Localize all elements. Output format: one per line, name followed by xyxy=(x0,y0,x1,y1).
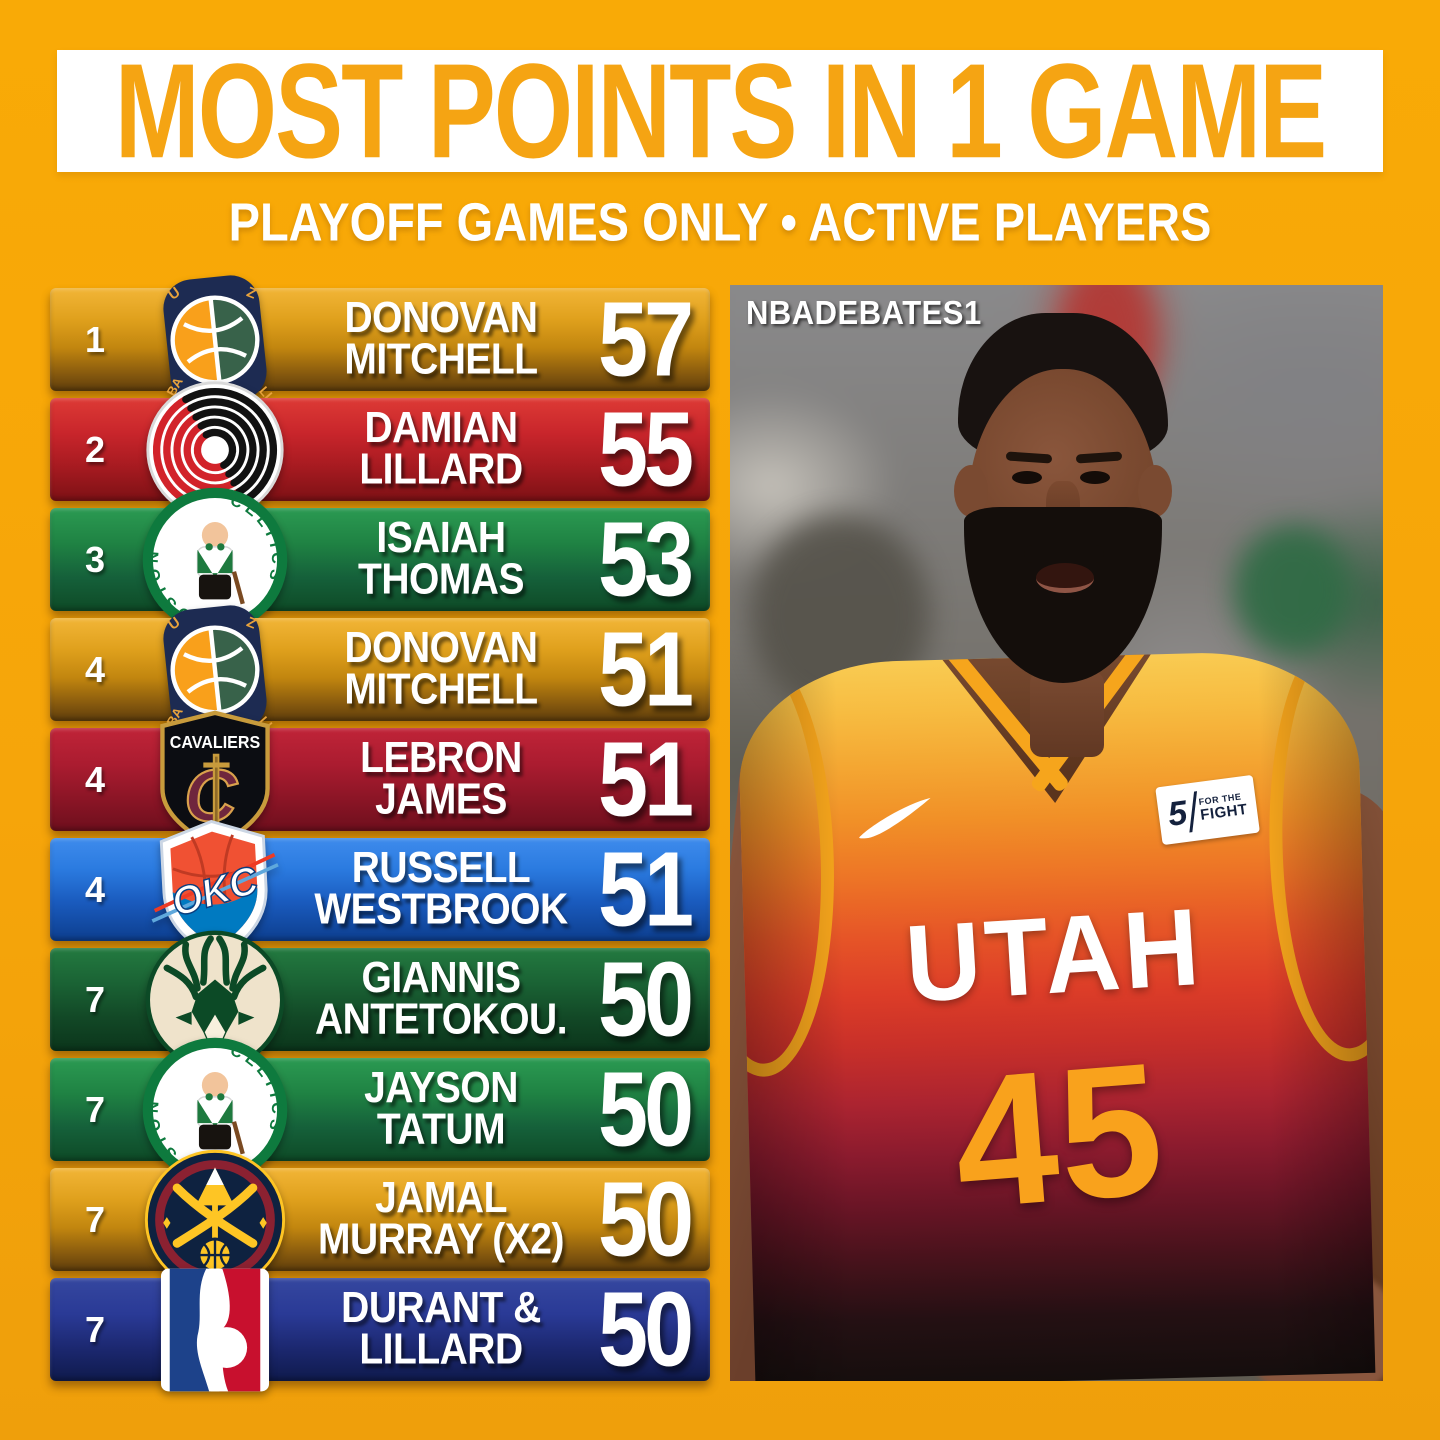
player-name: JAMAL MURRAY (X2) xyxy=(318,1173,564,1264)
table-row: 4 U Z BA LL DONOVAN MITC xyxy=(50,604,710,735)
player-name: DONOVAN MITCHELL xyxy=(344,623,538,714)
points-value: 57 xyxy=(597,280,694,399)
table-row: 2 xyxy=(50,380,710,519)
table-row: 1 U Z BA LL DONOVAN MITC xyxy=(50,274,710,405)
bucks-logo xyxy=(126,930,304,1069)
points-value: 50 xyxy=(597,1050,694,1169)
player-name: DURANT & LILLARD xyxy=(341,1283,541,1374)
rank-label: 7 xyxy=(84,1088,106,1130)
nuggets-logo xyxy=(126,1149,304,1290)
jersey: 5 FOR THE FIGHT UTAH 45 xyxy=(736,649,1376,1381)
player-name: DAMIAN LILLARD xyxy=(359,403,523,494)
title-banner: MOST POINTS IN 1 GAME xyxy=(57,44,1383,178)
rank-label: 2 xyxy=(84,428,106,470)
trail-blazers-logo xyxy=(126,380,304,519)
page-subtitle: PLAYOFF GAMES ONLY • ACTIVE PLAYERS xyxy=(228,191,1212,252)
player-name: RUSSELL WESTBROOK xyxy=(314,843,568,934)
points-value: 53 xyxy=(597,500,694,619)
page-title: MOST POINTS IN 1 GAME xyxy=(114,35,1327,187)
table-row: 4 OKC RUSSELL WESTBROOK 51 xyxy=(50,819,710,960)
points-value: 50 xyxy=(597,1160,694,1279)
rank-label: 7 xyxy=(84,1308,106,1350)
svg-text:CAVALIERS: CAVALIERS xyxy=(170,731,261,751)
player-name: DONOVAN MITCHELL xyxy=(344,293,538,384)
rank-label: 7 xyxy=(84,978,106,1020)
rank-label: 4 xyxy=(84,648,106,690)
points-value: 55 xyxy=(597,390,694,509)
table-row: 7 GIANNIS ANTETOKOU. 50 xyxy=(50,930,710,1069)
points-value: 50 xyxy=(597,940,694,1059)
player-beard xyxy=(964,507,1162,683)
points-value: 51 xyxy=(597,610,694,729)
leaderboard-list: 1 U Z BA LL DONOVAN MITC xyxy=(50,274,710,1391)
points-value: 51 xyxy=(597,830,694,949)
rank-label: 7 xyxy=(84,1198,106,1240)
table-row: 3 BOSTON CELTICS xyxy=(50,487,710,632)
five-for-the-fight-patch: 5 FOR THE FIGHT xyxy=(1155,774,1260,846)
player-photo: 5 FOR THE FIGHT UTAH 45 xyxy=(730,285,1383,1381)
player-head xyxy=(938,313,1188,743)
player-name: LEBRON JAMES xyxy=(360,733,522,824)
table-row: 7 JAMA xyxy=(50,1149,710,1290)
nike-swoosh-icon xyxy=(859,797,931,839)
okc-thunder-logo: OKC xyxy=(126,819,304,960)
jersey-number: 45 xyxy=(946,1022,1172,1248)
points-value: 50 xyxy=(597,1270,694,1389)
points-value: 51 xyxy=(597,720,694,839)
table-row: 7 DURANT & LILLARD 50 xyxy=(50,1268,710,1391)
player-name: GIANNIS ANTETOKOU. xyxy=(314,953,568,1044)
rank-label: 3 xyxy=(84,538,106,580)
player-name: JAYSON TATUM xyxy=(364,1063,518,1154)
watermark: NBADEBATES1 xyxy=(746,293,982,332)
rank-label: 4 xyxy=(84,758,106,800)
table-row: 4 CAVALIERS C LEBRON JAMES 51 xyxy=(50,710,710,850)
nba-logo xyxy=(126,1268,304,1391)
rank-label: 1 xyxy=(84,318,106,360)
player-neck xyxy=(1030,671,1104,757)
player-name: ISAIAH THOMAS xyxy=(358,513,525,604)
rank-label: 4 xyxy=(84,868,106,910)
